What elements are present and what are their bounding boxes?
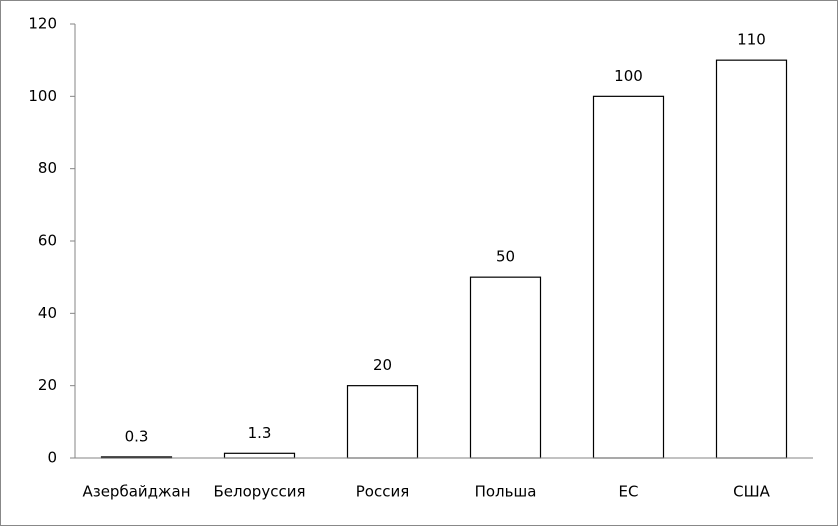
x-tick-label: ЕС xyxy=(619,483,639,501)
bar xyxy=(469,276,542,459)
data-label: 1.3 xyxy=(248,424,272,442)
data-label: 0.3 xyxy=(125,427,149,445)
y-tick-label: 40 xyxy=(38,304,57,322)
x-tick-label: Белоруссия xyxy=(214,483,306,501)
y-tick-label: 120 xyxy=(28,15,57,33)
y-tick-label: 20 xyxy=(38,376,57,394)
data-label: 110 xyxy=(737,31,766,49)
bar xyxy=(223,452,296,459)
bar xyxy=(346,385,419,459)
x-tick-label: Россия xyxy=(356,483,410,501)
bar xyxy=(592,95,665,459)
x-tick-label: Польша xyxy=(475,483,537,501)
x-tick-label: США xyxy=(733,483,771,501)
y-tick-label: 80 xyxy=(38,159,57,177)
y-tick-label: 100 xyxy=(28,87,57,105)
y-tick-label: 60 xyxy=(38,232,57,250)
data-label: 20 xyxy=(373,356,392,374)
x-tick-label: Азербайджан xyxy=(82,483,190,501)
y-tick-label: 0 xyxy=(47,449,57,467)
bar xyxy=(715,59,788,459)
data-label: 100 xyxy=(614,67,643,85)
data-label: 50 xyxy=(496,248,515,266)
